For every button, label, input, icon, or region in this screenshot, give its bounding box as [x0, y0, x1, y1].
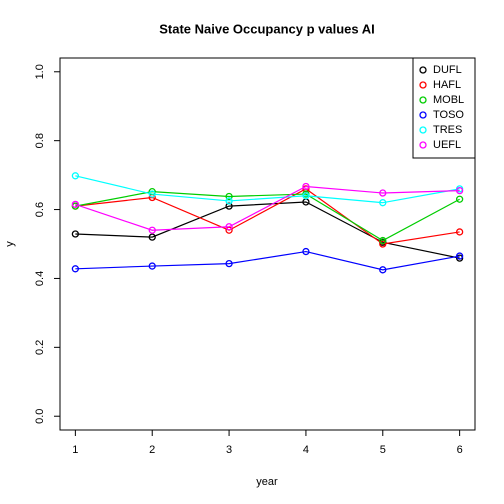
x-tick-label: 2: [149, 444, 155, 456]
legend-marker: [419, 141, 427, 149]
legend-marker: [419, 126, 427, 134]
point: [148, 233, 156, 241]
point: [379, 236, 387, 245]
x-tick-label: 6: [457, 444, 463, 456]
legend-marker: [419, 96, 427, 104]
legend-marker: [419, 81, 427, 89]
x-tick-label: 4: [303, 444, 309, 456]
y-tick-label: 0.2: [34, 340, 46, 355]
point: [148, 262, 156, 270]
y-axis-label: y: [4, 241, 16, 247]
legend-label: TRES: [433, 124, 462, 136]
series-line: [75, 188, 460, 245]
x-axis-label: year: [256, 476, 278, 488]
point: [71, 230, 80, 238]
chart-title: State Naive Occupancy p values AI: [159, 21, 375, 36]
point: [148, 190, 156, 198]
series-line: [75, 185, 460, 231]
y-tick-label: 1.0: [34, 64, 46, 79]
point: [302, 182, 310, 191]
y-tick-label: 0.8: [34, 133, 46, 148]
x-tick-label: 5: [380, 444, 386, 456]
legend-box: [412, 57, 476, 159]
y-tick-label: 0.4: [34, 271, 46, 286]
series-line: [75, 250, 460, 271]
legend-marker: [419, 111, 427, 119]
y-tick-label: 0.0: [34, 409, 46, 424]
plot-box: [59, 57, 476, 431]
point: [225, 192, 233, 201]
point: [71, 200, 80, 209]
point: [71, 265, 80, 273]
point: [379, 199, 387, 207]
point: [455, 195, 464, 203]
legend-label: MOBL: [433, 94, 464, 106]
point: [379, 266, 387, 274]
point: [455, 186, 464, 195]
point: [71, 172, 80, 180]
point: [302, 247, 310, 256]
x-tick-label: 1: [72, 444, 78, 456]
legend-label: HAFL: [433, 79, 461, 91]
legend-marker: [419, 66, 427, 74]
point: [148, 226, 156, 234]
point: [455, 228, 464, 236]
point: [225, 197, 233, 205]
point: [225, 223, 233, 231]
series-line: [75, 191, 460, 242]
point: [455, 252, 464, 260]
legend-label: DUFL: [433, 64, 462, 76]
point: [302, 192, 310, 200]
x-tick-label: 3: [226, 444, 232, 456]
series-line: [75, 201, 460, 259]
legend-label: UEFL: [433, 139, 461, 151]
point: [225, 202, 233, 210]
point: [225, 259, 233, 268]
series-line: [75, 175, 460, 204]
legend-label: TOSO: [433, 109, 464, 121]
y-tick-label: 0.6: [34, 202, 46, 217]
point: [379, 189, 387, 197]
